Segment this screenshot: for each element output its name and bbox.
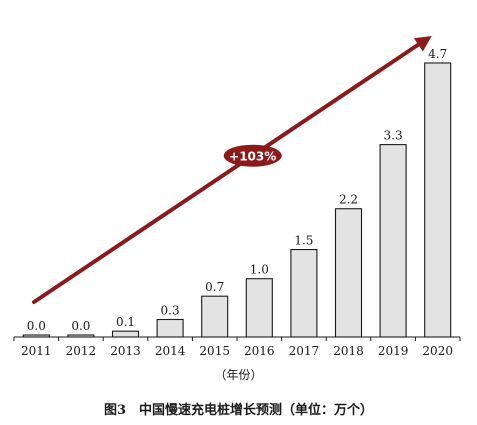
x-tick-label-2014: 2014	[155, 344, 186, 358]
bar-2012	[67, 334, 95, 338]
bar-2018	[334, 208, 363, 338]
bar-2016	[245, 278, 273, 338]
bars-group	[22, 62, 452, 338]
x-tick-label-2017: 2017	[289, 344, 320, 358]
value-label-2013: 0.1	[116, 315, 135, 329]
x-tick-label-2013: 2013	[110, 344, 141, 358]
x-axis-tickmarks	[13, 337, 461, 341]
bar-2015	[201, 295, 229, 338]
x-tick-label-2015: 2015	[199, 344, 230, 358]
figure-caption: 图3 中国慢速充电桩增长预测（单位：万个）	[103, 403, 374, 418]
x-tick-label-2016: 2016	[244, 344, 275, 358]
trend-arrow	[32, 36, 432, 304]
x-tick-labels-group: 2011 2012 2013 2014 2015 2016 2017 2018 2019 2020	[21, 344, 453, 358]
growth-badge-text: +103%	[229, 150, 276, 164]
x-axis-title: （年份）	[214, 368, 263, 382]
bar-2017	[290, 248, 318, 338]
value-label-2014: 0.3	[161, 304, 180, 318]
x-tick-label-2019: 2019	[378, 344, 409, 358]
value-label-2020: 4.7	[428, 47, 447, 61]
value-label-2017: 1.5	[294, 234, 313, 248]
x-tick-label-2020: 2020	[422, 344, 453, 358]
trend-arrow-line	[32, 39, 426, 304]
x-tick-label-2012: 2012	[66, 344, 97, 358]
value-label-2011: 0.0	[27, 319, 46, 333]
bar-2013	[111, 330, 140, 338]
growth-badge: +103%	[223, 144, 282, 167]
value-label-2012: 0.0	[71, 319, 90, 333]
x-tick-label-2018: 2018	[333, 344, 364, 358]
value-label-2018: 2.2	[339, 193, 358, 207]
x-tick-label-2011: 2011	[21, 344, 52, 358]
bar-2011	[22, 334, 50, 338]
bar-2020	[424, 62, 452, 338]
bar-2014	[156, 318, 184, 338]
trend-arrow-head	[413, 36, 432, 52]
value-label-2015: 0.7	[205, 280, 224, 294]
value-label-2016: 1.0	[250, 263, 269, 277]
value-label-2019: 3.3	[384, 129, 403, 143]
value-labels-group: 0.0 0.0 0.1 0.3 0.7 1.0 1.5 2.2 3.3 4.7	[27, 47, 447, 333]
growth-badge-background	[223, 144, 282, 167]
bar-2019	[379, 144, 407, 338]
